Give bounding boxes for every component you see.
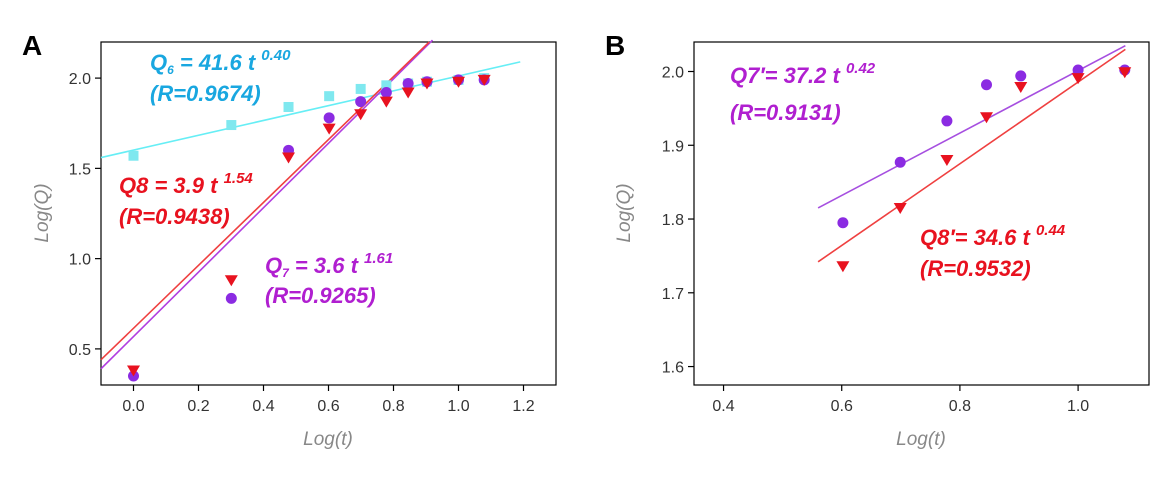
panel-b-x-label: Log(t) <box>896 429 946 450</box>
panel-a-q6-point <box>324 91 335 102</box>
panel-b-q7-point <box>894 156 906 168</box>
panel-b-q7-point <box>941 115 953 127</box>
panel-a-y-tick-label: 2.0 <box>69 71 91 88</box>
panel-b-frame <box>693 41 1150 386</box>
panel-a-letter: A <box>22 30 42 61</box>
panel-a-q6-point <box>381 80 392 91</box>
panel-a-q7-point <box>323 112 335 124</box>
panel-a-q8-point <box>322 123 336 135</box>
panel-a-q8-equation: Q8 = 3.9 t 1.54 <box>119 170 253 198</box>
panel-a-q8-point <box>420 78 434 90</box>
panel-a-y-tick-label: 1.0 <box>69 252 91 269</box>
q8-eq-prefix: Q8 = 3.9 t <box>119 173 224 198</box>
q8-eq-exp: 1.54 <box>224 170 254 187</box>
panel-b-q8p-equation: Q8′= 34.6 t 0.44 <box>920 222 1066 250</box>
panel-b-y-tick-label: 1.9 <box>662 138 684 155</box>
panel-b-y-tick-label: 1.8 <box>662 212 684 229</box>
panel-b-q8-point <box>940 155 954 167</box>
panel-a-x-tick-label: 1.2 <box>512 398 534 415</box>
panel-b-q8-point <box>980 112 993 124</box>
panel-a-x-label: Log(t) <box>303 429 353 450</box>
q8p-eq-prefix: Q8′= 34.6 t <box>920 225 1036 250</box>
q8p-eq-exp: 0.44 <box>1036 222 1066 239</box>
panel-a-q6-point <box>128 150 139 161</box>
q7-eq-prefix: Q <box>265 253 282 278</box>
panel-b-y-tick-label: 1.7 <box>662 286 684 303</box>
panel-a-q6-point <box>355 83 366 94</box>
panel-a-q6-equation: Q6 = 41.6 t 0.40 <box>150 47 291 77</box>
panel-a-x-tick-label: 0.4 <box>252 398 274 415</box>
panel-b-q7p-r: (R=0.9131) <box>730 100 841 125</box>
panel-b-fit-line-2 <box>817 48 1126 263</box>
panel-a-q8-point <box>452 76 465 88</box>
panel-a-q6-point <box>226 120 237 131</box>
panel-a-q8-point <box>477 74 491 86</box>
panel-b-q8-point <box>893 202 907 214</box>
panel-a-q7-point <box>355 96 367 108</box>
q6-eq-prefix: Q <box>150 50 167 75</box>
panel-b-ticks: 0.4 0.6 0.8 1.0 1.6 1.7 1.8 1.9 2.0 <box>662 65 1090 415</box>
panel-a-x-tick-label: 0.2 <box>187 398 209 415</box>
panel-a-q8-point <box>224 275 238 287</box>
panel-a-ticks: 0.0 0.2 0.4 0.6 0.8 1.0 1.2 0.5 1.0 1.5 2.0 <box>69 71 535 415</box>
panel-a-q8-point <box>379 96 393 108</box>
panel-b-q8-point <box>1071 73 1085 85</box>
panel-b: B 0.4 0.6 0.8 1.0 1.6 1.7 1.8 1.9 2.0 Log(t) Log… <box>605 30 1150 450</box>
panel-b-x-tick-label: 0.6 <box>831 398 853 415</box>
q7p-eq-exp: 0.42 <box>846 60 876 77</box>
panel-b-y-label: Log(Q) <box>614 183 635 242</box>
panel-a-points <box>127 73 491 382</box>
panel-a-q8-r: (R=0.9438) <box>119 204 230 229</box>
panel-b-q7-point <box>981 79 992 91</box>
panel-b-q7-point <box>837 217 849 229</box>
panel-a-y-tick-label: 1.5 <box>69 161 91 178</box>
panel-a-fit-line-3 <box>100 41 430 361</box>
panel-a-y-tick-label: 0.5 <box>69 342 91 359</box>
q6-eq-exp: 0.40 <box>261 47 291 64</box>
panel-b-q8p-r: (R=0.9532) <box>920 256 1031 281</box>
panel-a-q7-point <box>402 78 414 90</box>
panel-b-y-tick-label: 1.6 <box>662 360 684 377</box>
panel-a-q8-point <box>282 152 296 164</box>
panel-b-x-tick-label: 0.8 <box>949 398 971 415</box>
panel-a-y-label: Log(Q) <box>32 183 53 242</box>
q7p-eq-prefix: Q7′= 37.2 t <box>730 63 846 88</box>
panel-a-q8-point <box>354 109 368 121</box>
q6-eq-mid: = 41.6 t <box>174 50 261 75</box>
q7-eq-mid: = 3.6 t <box>289 253 364 278</box>
panel-a-q8-point <box>127 365 140 377</box>
panel-a-fit-line-2 <box>100 39 434 370</box>
panel-a-x-tick-label: 0.6 <box>317 398 339 415</box>
panel-a-fits <box>100 39 521 370</box>
panel-b-points <box>836 64 1132 273</box>
panel-a-q6-point <box>283 101 294 112</box>
panel-a-q7-point <box>380 87 392 99</box>
panel-b-q8-point <box>1118 67 1132 79</box>
panel-b-q7p-equation: Q7′= 37.2 t 0.42 <box>730 60 876 88</box>
panel-a-fit-line-1 <box>100 61 521 159</box>
panel-b-letter: B <box>605 30 625 61</box>
panel-b-q7-point <box>1072 64 1084 76</box>
panel-a-x-tick-label: 1.0 <box>447 398 469 415</box>
q7-eq-exp: 1.61 <box>364 250 393 267</box>
panel-b-q8-point <box>1014 81 1028 93</box>
panel-a-q7-equation: Q7 = 3.6 t 1.61 <box>265 250 393 280</box>
panel-b-q8-point <box>836 261 850 273</box>
panel-a-q8-point <box>401 87 415 99</box>
panel-a-q7-r: (R=0.9265) <box>265 283 376 308</box>
q7-eq-sub: 7 <box>282 266 290 280</box>
panel-a-q7-point <box>225 292 237 304</box>
panel-b-q7-point <box>1015 70 1027 82</box>
q6-eq-sub: 6 <box>167 63 174 77</box>
panel-b-y-tick-label: 2.0 <box>662 65 684 82</box>
panel-a-q6-r: (R=0.9674) <box>150 81 261 106</box>
panel-a-x-tick-label: 0.0 <box>122 398 144 415</box>
panel-a-x-tick-label: 0.8 <box>382 398 404 415</box>
panel-b-x-tick-label: 1.0 <box>1067 398 1089 415</box>
panel-a: A 0.0 0.2 0.4 0.6 0.8 1.0 1.2 0.5 1.0 1.5 2.0 Log(… <box>22 30 557 450</box>
panel-b-x-tick-label: 0.4 <box>712 398 734 415</box>
